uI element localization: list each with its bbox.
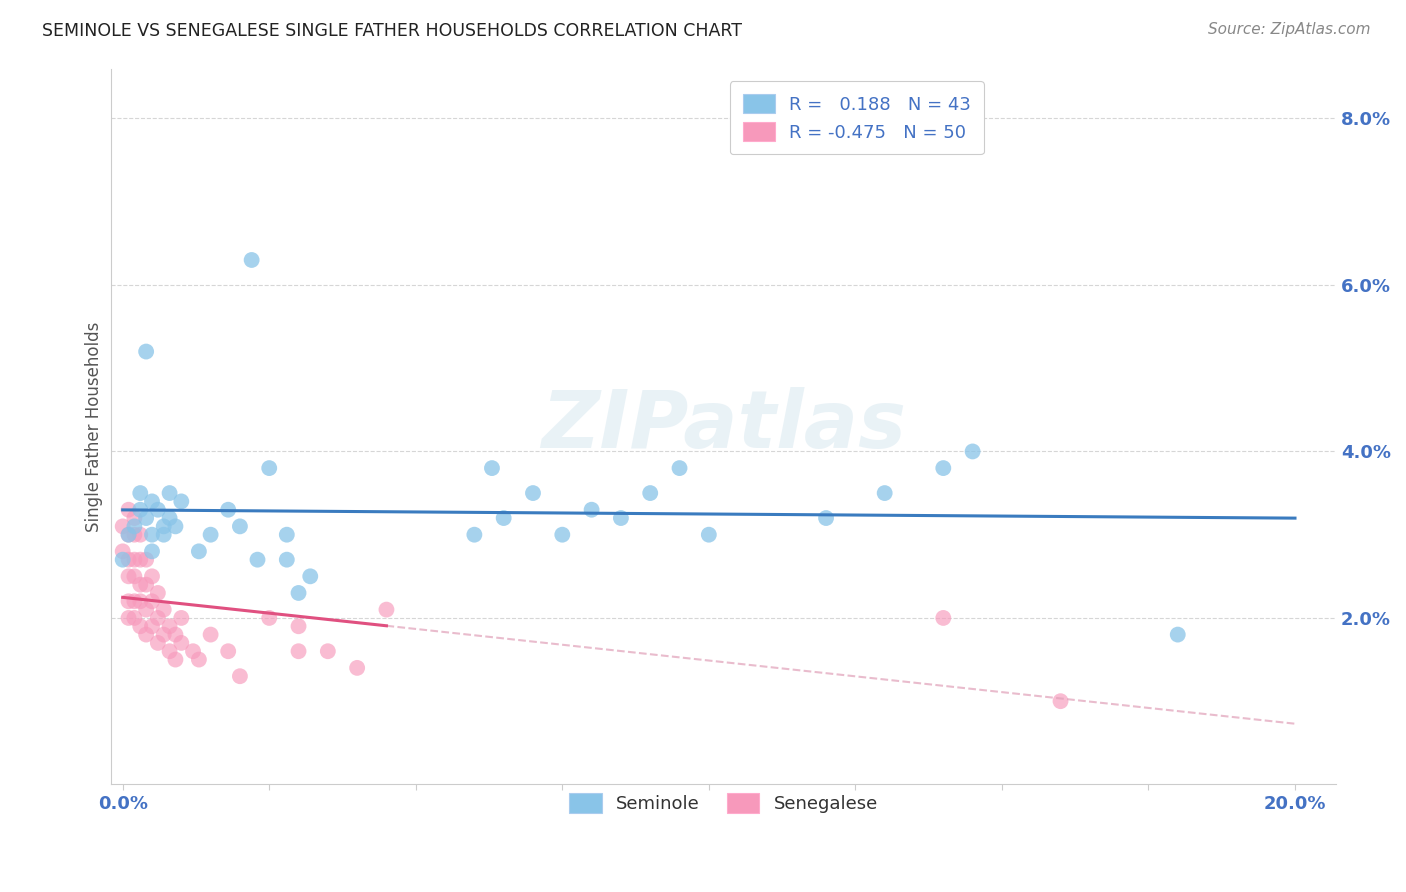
Point: [481, 461, 503, 475]
Point: [276, 527, 298, 541]
Point: [117, 527, 139, 541]
Point: [159, 619, 181, 633]
Point: [170, 611, 193, 625]
Point: [638, 486, 661, 500]
Point: [135, 511, 157, 525]
Point: [187, 652, 209, 666]
Point: [124, 519, 146, 533]
Point: [581, 502, 603, 516]
Point: [135, 627, 157, 641]
Point: [1049, 694, 1071, 708]
Point: [117, 569, 139, 583]
Point: [135, 602, 157, 616]
Point: [141, 527, 163, 541]
Legend: Seminole, Senegalese: Seminole, Senegalese: [557, 780, 890, 825]
Point: [129, 527, 152, 541]
Point: [135, 577, 157, 591]
Point: [129, 594, 152, 608]
Point: [152, 519, 174, 533]
Point: [146, 611, 169, 625]
Point: [187, 544, 209, 558]
Point: [146, 586, 169, 600]
Point: [165, 627, 187, 641]
Point: [124, 611, 146, 625]
Point: [152, 602, 174, 616]
Point: [229, 669, 252, 683]
Point: [129, 502, 152, 516]
Text: SEMINOLE VS SENEGALESE SINGLE FATHER HOUSEHOLDS CORRELATION CHART: SEMINOLE VS SENEGALESE SINGLE FATHER HOU…: [42, 22, 742, 40]
Point: [375, 602, 398, 616]
Point: [165, 519, 187, 533]
Point: [141, 619, 163, 633]
Point: [229, 519, 252, 533]
Point: [299, 569, 322, 583]
Point: [129, 552, 152, 566]
Point: [141, 569, 163, 583]
Point: [697, 527, 720, 541]
Point: [276, 552, 298, 566]
Y-axis label: Single Father Households: Single Father Households: [86, 321, 103, 532]
Point: [240, 252, 263, 267]
Point: [129, 619, 152, 633]
Point: [1167, 627, 1189, 641]
Point: [111, 519, 134, 533]
Point: [246, 552, 269, 566]
Point: [124, 594, 146, 608]
Point: [111, 544, 134, 558]
Point: [815, 511, 838, 525]
Point: [146, 636, 169, 650]
Point: [124, 527, 146, 541]
Point: [152, 627, 174, 641]
Point: [217, 502, 239, 516]
Point: [117, 594, 139, 608]
Point: [873, 486, 896, 500]
Point: [346, 661, 368, 675]
Point: [117, 502, 139, 516]
Point: [129, 486, 152, 500]
Point: [152, 527, 174, 541]
Point: [287, 644, 309, 658]
Point: [257, 611, 280, 625]
Point: [932, 461, 955, 475]
Point: [117, 611, 139, 625]
Point: [492, 511, 515, 525]
Point: [287, 619, 309, 633]
Point: [200, 627, 222, 641]
Point: [316, 644, 339, 658]
Point: [551, 527, 574, 541]
Point: [135, 344, 157, 359]
Point: [124, 552, 146, 566]
Point: [117, 527, 139, 541]
Point: [932, 611, 955, 625]
Point: [146, 502, 169, 516]
Point: [117, 552, 139, 566]
Point: [141, 544, 163, 558]
Point: [165, 652, 187, 666]
Point: [181, 644, 204, 658]
Point: [610, 511, 633, 525]
Text: Source: ZipAtlas.com: Source: ZipAtlas.com: [1208, 22, 1371, 37]
Point: [668, 461, 690, 475]
Point: [522, 486, 544, 500]
Point: [159, 644, 181, 658]
Point: [257, 461, 280, 475]
Point: [124, 511, 146, 525]
Point: [170, 636, 193, 650]
Point: [135, 552, 157, 566]
Point: [217, 644, 239, 658]
Point: [141, 594, 163, 608]
Point: [129, 577, 152, 591]
Point: [159, 511, 181, 525]
Text: ZIPatlas: ZIPatlas: [541, 387, 905, 466]
Point: [200, 527, 222, 541]
Point: [287, 586, 309, 600]
Point: [111, 552, 134, 566]
Point: [463, 527, 485, 541]
Point: [170, 494, 193, 508]
Point: [141, 494, 163, 508]
Point: [962, 444, 984, 458]
Point: [124, 569, 146, 583]
Point: [159, 486, 181, 500]
